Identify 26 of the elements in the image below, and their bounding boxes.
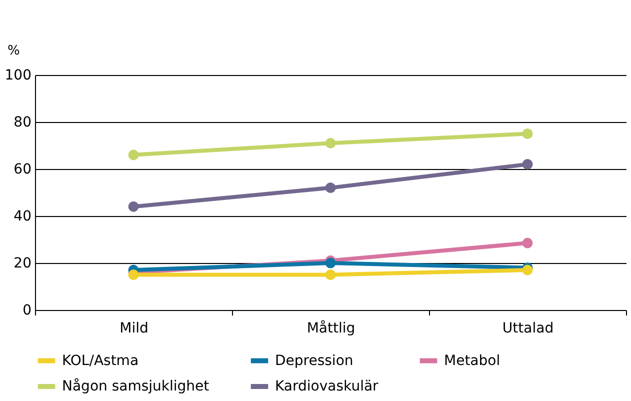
- point: [522, 264, 533, 276]
- x-tick-label: Måttlig: [306, 320, 356, 336]
- point: [325, 258, 336, 268]
- legend-label: KOL/Astma: [62, 352, 139, 369]
- point: [128, 150, 139, 160]
- point: [522, 159, 533, 170]
- y-tick-label: 60: [14, 162, 32, 178]
- point: [128, 201, 139, 212]
- x-tick-label: Uttalad: [502, 320, 554, 336]
- legend-label: Metabol: [444, 352, 500, 369]
- point: [128, 270, 139, 280]
- legend-label: Kardiovaskulär: [275, 378, 379, 394]
- point: [325, 138, 336, 148]
- point: [325, 270, 336, 280]
- y-tick-label: 100: [4, 68, 32, 84]
- y-tick-label: 40: [14, 208, 32, 224]
- y-axis-title: %: [8, 44, 20, 58]
- point: [325, 182, 336, 194]
- y-tick-label: 80: [14, 114, 32, 130]
- y-tick-label: 20: [14, 256, 32, 272]
- point: [522, 128, 533, 139]
- x-tick-label: Mild: [120, 320, 148, 336]
- y-tick-label: 0: [22, 302, 32, 318]
- point: [522, 238, 533, 248]
- legend-label: Någon samsjuklighet: [62, 378, 210, 394]
- legend-label: Depression: [275, 352, 354, 369]
